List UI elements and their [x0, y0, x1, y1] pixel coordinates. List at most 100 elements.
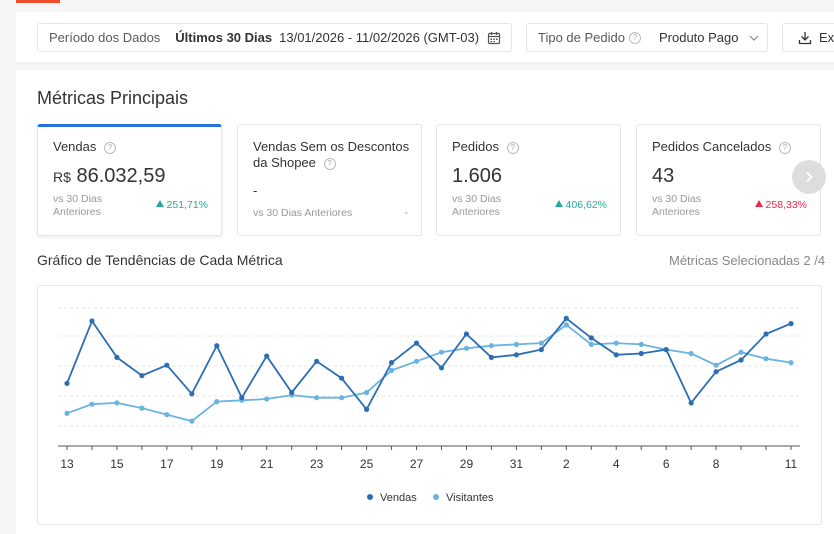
- data-point-visitantes: [538, 340, 544, 346]
- data-point-vendas: [139, 373, 145, 379]
- help-icon[interactable]: ?: [506, 141, 519, 154]
- data-point-visitantes: [214, 399, 220, 405]
- metric-card-pedidos[interactable]: Pedidos ? 1.606 vs 30 Dias Anteriores 40…: [436, 124, 621, 236]
- data-point-visitantes: [89, 401, 95, 407]
- data-point-visitantes: [314, 395, 320, 401]
- x-tick-label: 13: [60, 457, 74, 471]
- data-point-vendas: [64, 380, 70, 386]
- currency-symbol: R$: [53, 169, 71, 185]
- data-point-vendas: [513, 352, 519, 358]
- data-point-vendas: [314, 358, 320, 364]
- data-point-visitantes: [763, 356, 769, 362]
- data-point-vendas: [438, 365, 445, 371]
- up-arrow-icon: [754, 200, 763, 207]
- help-icon[interactable]: ?: [323, 157, 336, 170]
- order-type-value: Produto Pago: [658, 30, 739, 45]
- data-point-vendas: [538, 347, 544, 353]
- x-tick-label: 19: [210, 457, 224, 471]
- legend-marker-visitantes: [433, 494, 439, 500]
- selected-metrics-count[interactable]: Métricas Selecionadas 2 /4: [669, 253, 826, 268]
- data-point-visitantes: [164, 412, 170, 418]
- data-point-visitantes: [463, 345, 470, 351]
- carousel-next-button[interactable]: [792, 160, 826, 194]
- data-point-vendas: [638, 350, 644, 357]
- legend-label-visitantes: Visitantes: [446, 492, 494, 504]
- data-point-vendas: [738, 357, 744, 363]
- data-point-visitantes: [613, 340, 619, 346]
- data-point-visitantes: [413, 358, 420, 364]
- metrics-panel: Métricas Principais Vendas ? R$ 86.032,5…: [16, 70, 834, 534]
- data-point-visitantes: [64, 410, 70, 416]
- legend-marker-vendas: [367, 494, 373, 500]
- period-dates: 13/01/2026 - 11/02/2026 (GMT-03): [279, 30, 480, 45]
- data-point-visitantes: [788, 360, 794, 366]
- up-arrow-icon: [554, 200, 563, 207]
- help-icon[interactable]: ?: [104, 141, 116, 154]
- trend-chart: 13 15 17 19 21 23 25 27 29 31 2 4 6 8 11 Vendas Visitant…: [37, 285, 822, 525]
- help-icon[interactable]: ?: [628, 31, 641, 44]
- metric-name: Vendas Sem os Descontos da Shopee ?: [253, 139, 410, 170]
- metric-card-pedidos-cancelados[interactable]: Pedidos Cancelados ? 43 vs 30 Dias Anter…: [636, 124, 821, 236]
- metric-change: -: [404, 207, 409, 219]
- metric-name: Pedidos Cancelados ?: [652, 139, 791, 155]
- metric-compare: vs 30 Dias Anteriores: [452, 193, 502, 218]
- data-point-visitantes: [438, 349, 445, 355]
- x-tick-label: 15: [110, 457, 124, 471]
- data-point-vendas: [289, 389, 295, 396]
- period-label: Período dos Dados: [49, 30, 161, 45]
- export-button[interactable]: Exp: [782, 23, 834, 52]
- data-point-vendas: [413, 340, 420, 346]
- data-point-visitantes: [264, 396, 270, 402]
- x-tick-label: 11: [785, 457, 798, 471]
- data-point-vendas: [114, 354, 120, 360]
- data-point-vendas: [339, 375, 345, 381]
- data-point-vendas: [264, 353, 270, 359]
- data-point-vendas: [488, 354, 495, 360]
- data-point-visitantes: [713, 362, 719, 368]
- data-point-visitantes: [114, 400, 120, 406]
- series-line-visitantes: [66, 323, 792, 423]
- legend-label-vendas: Vendas: [380, 492, 417, 504]
- x-tick-label: 17: [160, 457, 174, 471]
- metric-value: 1.606: [452, 165, 503, 187]
- x-tick-label: 4: [613, 457, 620, 471]
- section-title: Métricas Principais: [37, 88, 189, 108]
- help-icon[interactable]: ?: [778, 141, 791, 154]
- data-point-visitantes: [363, 389, 370, 396]
- metric-value: R$ 86.032,59: [53, 165, 166, 187]
- metric-card-vendas-sem-descontos[interactable]: Vendas Sem os Descontos da Shopee ? - vs…: [237, 124, 422, 236]
- metric-value: -: [253, 183, 258, 198]
- metric-name: Pedidos ?: [452, 139, 519, 155]
- metric-name: Vendas ?: [53, 139, 116, 155]
- data-point-vendas: [189, 391, 195, 397]
- data-point-vendas: [613, 352, 619, 358]
- data-point-visitantes: [738, 349, 744, 355]
- metric-change: 251,71%: [155, 199, 208, 211]
- data-point-visitantes: [563, 322, 569, 328]
- trend-chart-title: Gráfico de Tendências de Cada Métrica: [37, 252, 283, 268]
- order-type-selector[interactable]: Tipo de Pedido ? Produto Pago: [526, 23, 768, 52]
- data-point-vendas: [363, 406, 370, 412]
- up-arrow-icon: [155, 200, 164, 207]
- x-tick-label: 6: [663, 457, 670, 471]
- metric-change: 258,33%: [754, 199, 807, 211]
- x-tick-label: 25: [360, 457, 374, 471]
- calendar-icon: [487, 32, 501, 45]
- export-label: Exp: [819, 30, 834, 45]
- trend-chart-svg: 13 15 17 19 21 23 25 27 29 31 2 4 6 8 11 Vendas Visitant…: [58, 307, 800, 504]
- data-point-visitantes: [339, 395, 345, 401]
- metric-card-vendas[interactable]: Vendas ? R$ 86.032,59 vs 30 Dias Anterio…: [37, 124, 222, 236]
- x-tick-label: 31: [510, 457, 524, 471]
- data-point-visitantes: [588, 341, 594, 347]
- data-point-vendas: [788, 321, 794, 327]
- data-point-vendas: [688, 400, 694, 406]
- period-selector[interactable]: Período dos Dados Últimos 30 Dias 13/01/…: [37, 23, 512, 52]
- data-point-vendas: [588, 335, 594, 341]
- metric-compare: vs 30 Dias Anteriores: [53, 193, 103, 218]
- data-point-visitantes: [139, 405, 145, 411]
- metric-value: 43: [652, 165, 675, 187]
- data-point-vendas: [214, 343, 220, 349]
- chevron-right-icon: [806, 171, 813, 183]
- x-tick-label: 8: [713, 457, 720, 471]
- x-tick-label: 29: [460, 457, 474, 471]
